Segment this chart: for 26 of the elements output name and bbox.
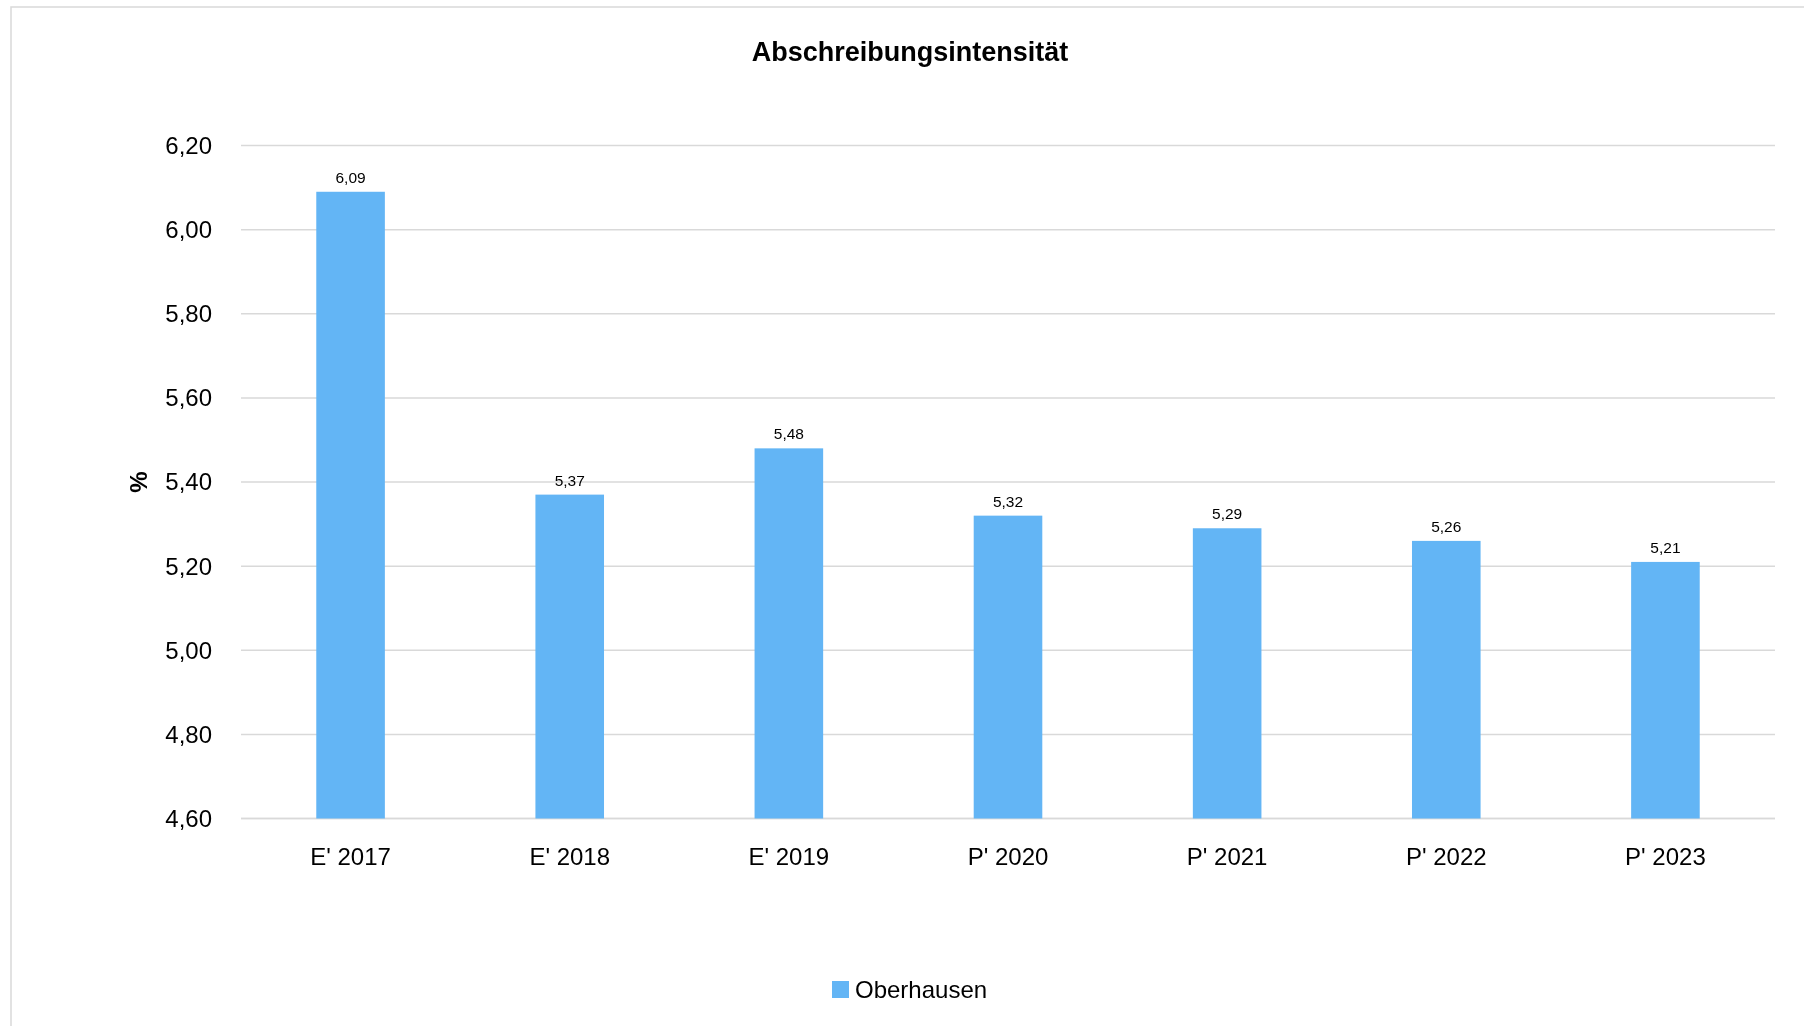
data-label: 6,09 [335,168,366,186]
y-tick-label: 6,20 [165,131,212,159]
y-tick-label: 5,20 [165,552,212,580]
legend-label: Oberhausen [855,976,988,1003]
y-tick-label: 4,60 [165,804,212,832]
x-tick-label: E' 2018 [529,843,611,870]
y-tick-label: 4,80 [165,720,212,748]
data-label: 5,32 [992,492,1024,510]
y-tick-label: 5,00 [165,636,212,664]
y-tick-label: 5,40 [165,468,212,496]
y-tick-label: 5,60 [165,384,212,412]
y-tick-label: 5,80 [165,300,212,328]
x-tick-label: P' 2022 [1405,843,1487,870]
data-label: 5,29 [1212,505,1243,523]
data-label: 5,48 [773,425,804,443]
x-tick-label: P' 2021 [1186,843,1268,870]
chart-title: Abschreibungsintensität [751,37,1069,67]
y-tick-label: 6,00 [165,216,212,244]
data-label: 5,37 [554,471,585,489]
data-label: 5,26 [1431,517,1462,535]
y-axis-title: % [125,471,152,493]
x-tick-label: P' 2020 [967,843,1049,870]
x-tick-label: P' 2023 [1625,843,1706,870]
x-tick-label: E' 2017 [310,843,391,870]
x-tick-label: E' 2019 [748,843,830,870]
data-label: 5,21 [1650,538,1681,556]
